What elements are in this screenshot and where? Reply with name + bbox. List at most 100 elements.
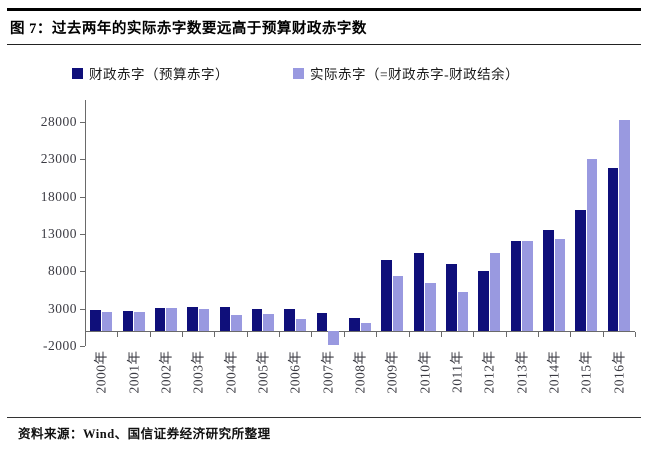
bar-budget-2000年 <box>90 309 101 332</box>
bar-actual-2004年 <box>231 315 242 332</box>
source-note: 资料来源：Wind、国信证券经济研究所整理 <box>18 427 271 441</box>
x-category-label: 2014年 <box>546 350 562 394</box>
x-tick <box>214 332 216 338</box>
bar-actual-2007年 <box>328 331 339 345</box>
x-category-label: 2011年 <box>449 350 465 394</box>
plot-area <box>80 100 636 347</box>
x-category-label: 2013年 <box>514 350 530 394</box>
legend-label-budget-deficit: 财政赤字（预算赤字） <box>89 67 229 82</box>
bar-budget-2012年 <box>478 271 489 332</box>
y-tick <box>80 196 85 198</box>
bar-actual-2000年 <box>101 311 113 332</box>
bar-budget-2014年 <box>543 230 554 332</box>
x-tick <box>117 332 119 338</box>
bar-budget-2004年 <box>219 307 231 332</box>
bar-budget-2006年 <box>284 309 295 332</box>
x-tick <box>246 332 248 338</box>
bar-budget-2002年 <box>154 307 166 332</box>
y-tick <box>80 346 85 347</box>
bar-actual-2002年 <box>166 308 177 332</box>
bar-budget-2008年 <box>349 317 360 332</box>
legend-swatch-budget-deficit-icon <box>72 67 83 79</box>
x-category-label: 2002年 <box>158 350 174 394</box>
y-tick <box>80 159 85 161</box>
bar-actual-2016年 <box>619 119 630 332</box>
x-category-label: 2015年 <box>578 350 594 394</box>
bar-actual-2005年 <box>263 313 274 332</box>
y-tick-label: 28000 <box>40 114 77 129</box>
y-tick-label: 8000 <box>48 263 77 279</box>
bar-budget-2003年 <box>187 306 198 332</box>
x-tick <box>570 332 572 338</box>
x-tick <box>635 332 636 338</box>
x-tick <box>602 332 604 338</box>
bar-actual-2014年 <box>554 239 566 332</box>
bar-budget-2011年 <box>446 263 457 332</box>
y-axis <box>85 100 86 346</box>
x-axis <box>85 331 635 333</box>
bar-budget-2015年 <box>575 210 586 332</box>
legend-swatch-actual-deficit-icon <box>293 67 304 79</box>
x-category-label: 2001年 <box>126 350 142 394</box>
x-category-label: 2007年 <box>320 350 336 394</box>
x-tick <box>279 332 281 338</box>
x-tick <box>85 332 86 338</box>
bar-actual-2008年 <box>360 322 371 332</box>
y-tick-label: 13000 <box>40 226 77 241</box>
bar-budget-2007年 <box>316 312 328 332</box>
legend-item-budget-deficit: 财政赤字（预算赤字） <box>72 63 229 83</box>
bar-actual-2013年 <box>522 241 533 332</box>
top-border <box>7 8 641 11</box>
bar-budget-2013年 <box>510 241 522 332</box>
bar-actual-2003年 <box>198 309 210 332</box>
bar-actual-2015年 <box>586 158 598 332</box>
x-tick <box>149 332 151 338</box>
x-category-label: 2006年 <box>287 350 303 394</box>
bar-budget-2009年 <box>381 260 392 332</box>
title-divider <box>7 44 641 45</box>
x-category-label: 2004年 <box>223 350 239 394</box>
y-tick <box>80 308 85 310</box>
y-tick-label: 23000 <box>40 151 77 167</box>
x-category-label: 2005年 <box>255 350 271 394</box>
bar-budget-2005年 <box>251 308 263 332</box>
y-tick <box>80 271 85 273</box>
x-tick <box>473 332 475 338</box>
x-tick <box>408 332 410 338</box>
x-category-label: 2010年 <box>417 350 433 394</box>
x-tick <box>440 332 442 338</box>
y-tick <box>80 122 85 123</box>
x-tick <box>376 332 378 338</box>
x-category-label: 2000年 <box>93 350 109 394</box>
x-tick <box>343 332 345 338</box>
footer-divider <box>7 417 641 418</box>
bar-actual-2006年 <box>295 319 307 332</box>
legend-label-actual-deficit: 实际赤字（=财政赤字-财政结余） <box>310 67 520 82</box>
bar-actual-2012年 <box>489 252 501 332</box>
bar-budget-2001年 <box>122 310 134 332</box>
y-tick <box>80 234 85 235</box>
x-category-label: 2003年 <box>190 350 206 394</box>
bar-actual-2011年 <box>457 292 469 332</box>
x-tick <box>311 332 313 338</box>
bar-actual-2001年 <box>134 311 145 332</box>
y-tick-label: 18000 <box>40 188 77 204</box>
x-tick <box>505 332 507 338</box>
x-tick <box>537 332 539 338</box>
bar-actual-2010年 <box>425 282 436 332</box>
y-tick-label: -2000 <box>43 338 77 353</box>
legend-item-actual-deficit: 实际赤字（=财政赤字-财政结余） <box>293 63 519 83</box>
x-category-label: 2016年 <box>611 350 627 394</box>
y-tick-label: 3000 <box>48 300 77 316</box>
x-category-label: 2009年 <box>384 350 400 394</box>
x-category-label: 2008年 <box>352 350 368 394</box>
figure-title: 图 7：过去两年的实际赤字数要远高于预算财政赤字数 <box>10 21 367 37</box>
x-tick <box>182 332 184 338</box>
chart-legend: 财政赤字（预算赤字） 实际赤字（=财政赤字-财政结余） <box>0 63 648 83</box>
x-category-label: 2012年 <box>481 350 497 394</box>
bar-budget-2016年 <box>607 168 619 332</box>
bar-actual-2009年 <box>392 275 404 332</box>
bar-budget-2010年 <box>413 252 425 332</box>
